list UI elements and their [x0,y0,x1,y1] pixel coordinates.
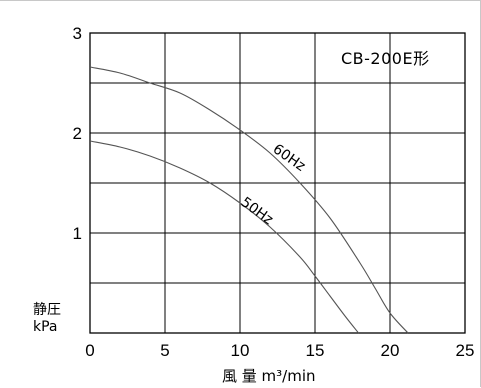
y-axis-label-name: 静圧 [33,302,61,318]
x-tick-label: 20 [381,341,400,360]
labels: CB-200E形 静圧 kPa 風 量 m³/min [33,49,430,385]
x-tick-label: 5 [160,341,169,360]
series-group: 60Hz 50Hz [89,66,409,334]
series-label-50hz: 50Hz [238,194,276,228]
plot-frame [89,32,466,334]
y-tick-label: 1 [73,224,82,243]
y-tick-label: 3 [73,24,82,43]
y-tick-label: 2 [73,124,82,143]
model-label: CB-200E形 [341,49,430,68]
y-axis-label-unit: kPa [33,319,58,335]
grid [90,33,465,333]
x-axis-label: 風 量 m³/min [222,367,316,385]
x-tick-label: 10 [231,341,250,360]
x-tick-label: 25 [456,341,475,360]
x-tick-label: 15 [306,341,325,360]
axes: 0 5 10 15 20 25 1 2 3 [73,24,475,360]
series-line-50hz [89,140,359,334]
series-line-60hz [89,66,409,334]
x-tick-label: 0 [85,341,94,360]
series-label-60hz: 60Hz [270,141,308,175]
